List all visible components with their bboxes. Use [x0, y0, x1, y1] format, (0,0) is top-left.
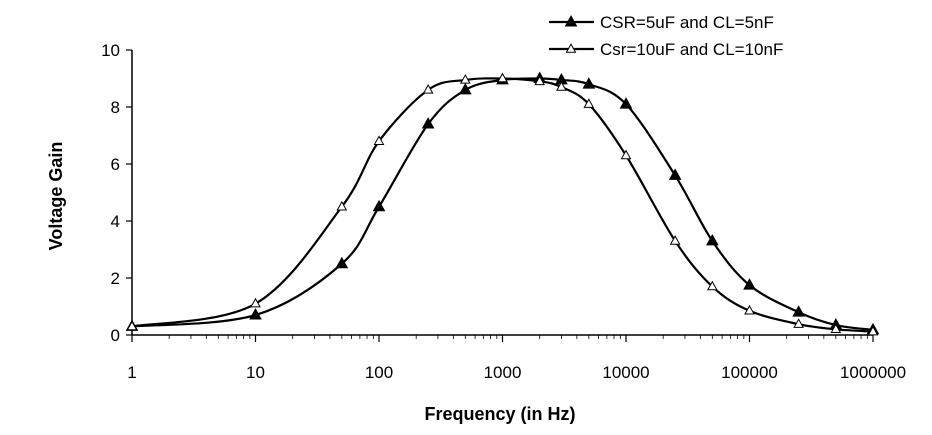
x-tick-label: 1000: [484, 363, 522, 382]
data-point: [792, 305, 805, 317]
data-point: [335, 256, 349, 269]
x-tick-label: 100000: [721, 363, 778, 382]
legend-marker: [564, 15, 578, 27]
data-point: [743, 278, 756, 290]
data-point: [620, 149, 632, 160]
data-point: [126, 320, 138, 331]
legend-label: Csr=10uF and CL=10nF: [600, 40, 783, 59]
data-point: [705, 233, 719, 246]
data-point: [497, 72, 508, 83]
data-point: [619, 97, 633, 109]
data-point: [372, 199, 386, 212]
y-tick-label: 0: [111, 326, 120, 345]
data-point: [867, 325, 879, 336]
data-point: [373, 135, 385, 145]
data-point: [336, 200, 348, 211]
y-tick-label: 6: [111, 155, 120, 174]
data-point: [582, 77, 596, 89]
data-point: [422, 84, 434, 94]
data-point: [669, 235, 681, 245]
data-point: [744, 304, 755, 315]
data-point: [793, 318, 804, 328]
x-tick-label: 1000000: [840, 363, 906, 382]
y-tick-label: 4: [111, 212, 120, 231]
legend-item-2: Csr=10uF and CL=10nF: [549, 40, 783, 59]
axes: 0 2 4 6 8 10 1 10 100 1000 10000 100000 1000000: [101, 41, 906, 382]
series-1: [125, 71, 880, 335]
series-2: [126, 72, 879, 336]
legend-label: CSR=5uF and CL=5nF: [600, 13, 774, 32]
y-tick-label: 10: [101, 41, 120, 60]
data-point: [250, 297, 261, 308]
x-tick-label: 1: [127, 363, 136, 382]
data-point: [556, 81, 567, 91]
y-tick-label: 8: [111, 98, 120, 117]
data-point: [249, 308, 262, 320]
legend-item-1: CSR=5uF and CL=5nF: [549, 13, 774, 32]
legend: CSR=5uF and CL=5nF Csr=10uF and CL=10nF: [549, 13, 783, 59]
data-point: [706, 280, 718, 291]
data-point: [830, 323, 842, 334]
y-tick-label: 2: [111, 269, 120, 288]
x-tick-label: 100: [365, 363, 393, 382]
x-axis-title: Frequency (in Hz): [424, 404, 575, 424]
data-point: [459, 74, 471, 84]
y-axis-title: Voltage Gain: [46, 142, 66, 251]
data-point: [583, 98, 595, 108]
series-line: [131, 77, 874, 331]
legend-marker: [565, 43, 577, 53]
series-layer: [125, 71, 880, 336]
x-tick-label: 10: [246, 363, 265, 382]
data-point: [421, 117, 435, 129]
data-point: [458, 82, 472, 95]
data-point: [668, 168, 682, 180]
x-tick-label: 10000: [602, 363, 649, 382]
data-point: [534, 75, 546, 86]
